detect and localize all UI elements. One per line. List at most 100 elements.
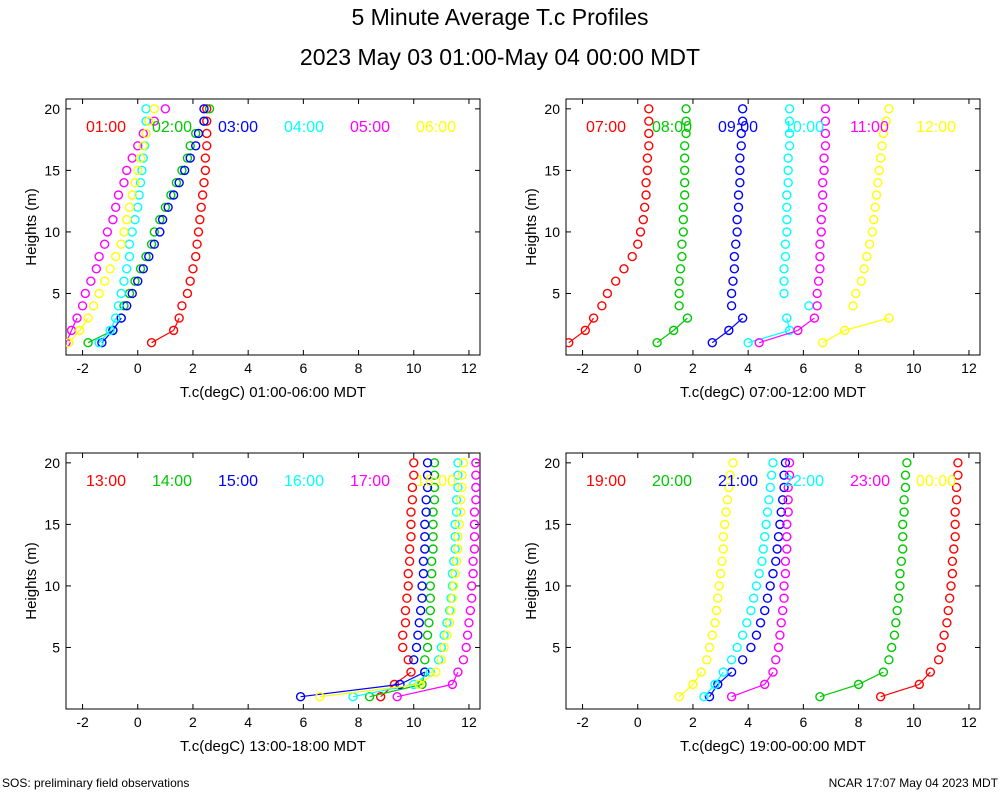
data-point	[760, 679, 770, 690]
data-point	[777, 495, 788, 505]
data-point	[813, 276, 824, 286]
data-point	[869, 214, 879, 225]
data-point	[439, 642, 449, 653]
data-point	[97, 337, 107, 348]
data-point	[762, 507, 773, 517]
data-point	[710, 679, 720, 690]
data-point	[428, 507, 438, 517]
data-point	[454, 519, 464, 530]
data-point	[467, 593, 477, 603]
data-point	[817, 202, 828, 213]
data-point	[127, 190, 137, 200]
data-point	[66, 337, 74, 348]
data-point	[947, 556, 958, 567]
data-point	[925, 667, 936, 677]
data-point	[721, 507, 731, 517]
data-point	[718, 667, 729, 677]
data-point	[168, 325, 179, 336]
data-point	[409, 458, 419, 468]
series-segment	[98, 329, 111, 344]
y-tick-label: 5	[552, 639, 560, 655]
data-point	[133, 276, 143, 286]
data-point	[754, 568, 764, 579]
data-point	[431, 667, 441, 677]
data-point	[451, 495, 462, 505]
data-point	[856, 276, 867, 286]
data-point	[679, 165, 690, 176]
data-point	[425, 593, 436, 603]
x-tick-label: 4	[744, 714, 752, 730]
data-point	[682, 313, 693, 323]
data-point	[447, 679, 458, 690]
series-0000	[674, 458, 738, 702]
plot-frame	[565, 98, 981, 356]
data-point	[782, 313, 792, 323]
data-point	[110, 251, 121, 262]
footer-note: SOS: preliminary field observations	[2, 776, 190, 790]
data-point	[418, 568, 429, 579]
data-point	[130, 177, 140, 188]
data-point	[875, 691, 886, 702]
y-tick-label: 5	[552, 285, 560, 301]
x-axis-label: T.c(degC) 19:00-00:00 MDT	[680, 738, 866, 755]
data-point	[149, 116, 160, 126]
data-point	[644, 104, 654, 114]
data-point	[953, 458, 963, 468]
data-point	[642, 153, 653, 163]
data-point	[782, 544, 792, 554]
data-point	[729, 264, 740, 274]
data-point	[449, 556, 459, 567]
data-point	[124, 251, 135, 262]
data-point	[779, 288, 789, 299]
data-point	[718, 544, 729, 554]
data-point	[777, 605, 788, 616]
data-point	[893, 593, 904, 603]
data-point	[146, 239, 157, 249]
data-point	[815, 239, 825, 249]
data-point	[668, 325, 679, 336]
y-tick-label: 15	[44, 162, 60, 178]
data-point	[102, 227, 113, 237]
data-point	[422, 642, 433, 653]
data-point	[91, 264, 102, 274]
data-point	[782, 227, 792, 237]
data-point	[191, 251, 201, 262]
data-point	[442, 618, 452, 628]
data-point	[782, 214, 792, 225]
data-point	[783, 153, 793, 163]
data-point	[177, 301, 187, 311]
data-point	[168, 190, 179, 200]
data-point	[421, 495, 431, 505]
data-point	[644, 116, 654, 126]
data-point	[760, 531, 770, 542]
data-point	[652, 337, 662, 348]
series-segment	[397, 683, 453, 698]
data-point	[429, 482, 440, 493]
data-point	[155, 214, 165, 225]
series-0900	[707, 104, 748, 348]
data-point	[462, 630, 473, 640]
data-point	[428, 544, 438, 554]
data-point	[580, 325, 591, 336]
series-segment	[711, 329, 730, 344]
y-tick-label: 10	[544, 578, 560, 594]
data-point	[469, 544, 480, 554]
data-point	[817, 190, 828, 200]
data-point	[675, 264, 686, 274]
legend-label: 19:00	[586, 473, 626, 490]
data-point	[442, 630, 452, 640]
series-segment	[380, 683, 395, 698]
data-point	[679, 153, 690, 163]
data-layer	[674, 458, 963, 702]
data-point	[446, 605, 456, 616]
data-point	[138, 264, 148, 274]
series-1500	[295, 458, 433, 702]
series-segment	[731, 683, 765, 698]
data-point	[160, 104, 171, 114]
data-point	[420, 531, 430, 542]
data-point	[155, 227, 165, 237]
data-point	[471, 482, 480, 493]
chart-panel-3: -2 0 2 4 6 8 10 12 5 10 15 20 T.c(degC) 13:00-18:00 …	[23, 452, 481, 755]
data-point	[639, 202, 650, 213]
data-point	[782, 202, 792, 213]
